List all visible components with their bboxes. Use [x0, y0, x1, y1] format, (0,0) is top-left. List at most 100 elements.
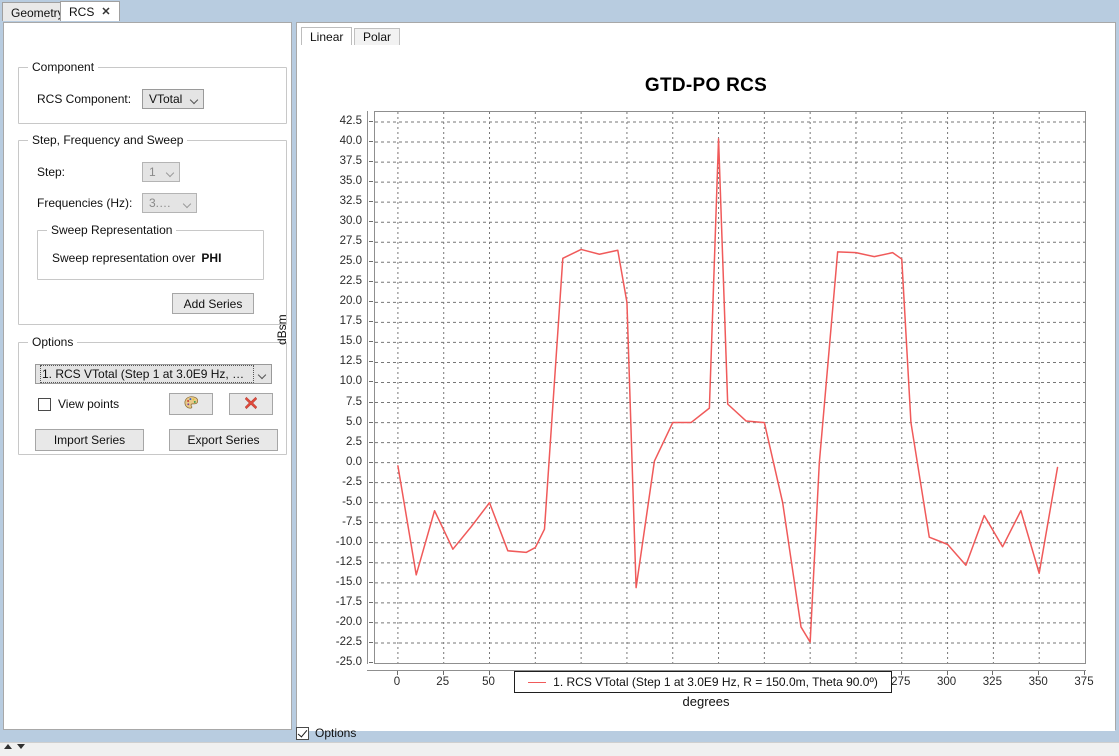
add-series-label: Add Series	[183, 296, 243, 311]
y-axis-tick-mark	[369, 341, 373, 343]
scroll-up-icon[interactable]	[4, 744, 12, 749]
y-axis-tick-mark	[369, 141, 373, 143]
chevron-down-icon	[183, 199, 192, 208]
scroll-down-icon[interactable]	[17, 744, 25, 749]
y-axis-tick-label: -2.5	[342, 475, 362, 488]
export-series-button[interactable]: Export Series	[169, 429, 278, 451]
y-axis-tick-label: 35.0	[339, 175, 362, 188]
tab-geometry-label: Geometry	[11, 5, 64, 20]
y-axis-tick-mark	[369, 641, 373, 643]
y-axis-tick-label: 25.0	[339, 255, 362, 268]
horizontal-scrollbar[interactable]	[0, 742, 1119, 756]
settings-panel: Component RCS Component: VTotal Step, Fr…	[3, 22, 292, 730]
close-icon[interactable]: ✕	[101, 5, 111, 18]
chevron-down-icon	[190, 95, 199, 104]
series-color-button[interactable]	[169, 393, 213, 415]
step-group-title: Step, Frequency and Sweep	[28, 133, 188, 147]
y-axis-tick-mark	[369, 361, 373, 363]
tab-polar[interactable]: Polar	[354, 28, 401, 45]
add-series-button[interactable]: Add Series	[172, 293, 254, 314]
sweep-representation-variable: PHI	[201, 251, 222, 265]
x-axis-tick-mark	[442, 671, 444, 675]
bottom-options-bar[interactable]: Options	[296, 722, 1116, 744]
y-axis-tick-label: 27.5	[339, 235, 362, 248]
delete-x-icon	[244, 396, 258, 412]
y-axis-tick-mark	[369, 662, 373, 663]
x-axis-label: degrees	[682, 694, 730, 709]
y-axis-tick-mark	[369, 421, 373, 423]
y-axis-tick-mark	[369, 581, 373, 583]
y-axis-tick-label: -10.0	[335, 535, 362, 548]
y-axis-tick-mark	[369, 461, 373, 463]
y-axis-tick-label: 32.5	[339, 195, 362, 208]
y-axis-tick-label: 15.0	[339, 335, 362, 348]
x-axis-tick-mark	[900, 671, 902, 675]
scroll-arrows[interactable]	[4, 744, 25, 749]
step-select[interactable]: 1	[142, 162, 180, 182]
y-axis-label: dBsm	[275, 314, 289, 345]
component-group-title: Component	[28, 60, 99, 74]
component-group: Component RCS Component: VTotal	[18, 60, 287, 124]
y-axis-tick-mark	[369, 561, 373, 563]
step-frequency-sweep-group: Step, Frequency and Sweep Step: 1 Freque…	[18, 133, 287, 325]
x-axis-tick-label: 0	[393, 676, 401, 688]
step-label: Step:	[37, 165, 66, 179]
legend-line-swatch	[528, 681, 547, 683]
y-axis-tick-label: -7.5	[342, 515, 362, 528]
import-series-button[interactable]: Import Series	[35, 429, 144, 451]
x-axis-tick-mark	[946, 671, 948, 675]
series-select[interactable]: 1. RCS VTotal (Step 1 at 3.0E9 Hz, R = 1…	[35, 364, 272, 384]
rcs-component-select[interactable]: VTotal	[142, 89, 204, 109]
delete-series-button[interactable]	[229, 393, 273, 415]
y-axis-tick-label: 22.5	[339, 275, 362, 288]
y-axis-tick-mark	[369, 621, 373, 623]
frequencies-select[interactable]: 3.0E9	[142, 193, 197, 213]
y-axis-tick-label: -5.0	[342, 495, 362, 508]
chart-tab-strip: Linear Polar	[297, 23, 1115, 46]
x-axis-tick-label: 50	[482, 676, 495, 688]
tab-rcs-label: RCS	[69, 5, 95, 19]
y-axis-tick-label: -17.5	[335, 595, 362, 608]
y-axis-tick-label: -22.5	[335, 635, 362, 648]
y-axis-tick-mark	[369, 441, 373, 443]
y-axis-tick-mark	[369, 281, 373, 283]
y-axis-tick-mark	[369, 481, 373, 483]
tab-linear[interactable]: Linear	[301, 27, 353, 46]
y-axis-tick-mark	[369, 201, 373, 203]
bottom-options-label: Options	[315, 726, 357, 740]
y-axis-tick-label: 37.5	[339, 155, 362, 168]
bottom-options-checkbox[interactable]	[296, 726, 309, 740]
view-points-label: View points	[58, 397, 120, 411]
sweep-representation-group: Sweep Representation Sweep representatio…	[37, 223, 264, 280]
frequencies-value: 3.0E9	[149, 196, 177, 210]
options-group-title: Options	[28, 335, 78, 349]
options-group: Options 1. RCS VTotal (Step 1 at 3.0E9 H…	[18, 335, 287, 455]
y-axis-tick-label: -25.0	[335, 656, 362, 668]
tab-geometry[interactable]: Geometry	[2, 2, 73, 22]
main-content: Component RCS Component: VTotal Step, Fr…	[0, 21, 1119, 733]
tab-linear-label: Linear	[310, 30, 344, 44]
y-axis-tick-mark	[369, 221, 373, 223]
plot-area	[374, 111, 1086, 664]
x-axis-tick-mark	[488, 671, 490, 675]
y-axis-tick-label: 17.5	[339, 315, 362, 328]
tab-rcs[interactable]: RCS ✕	[60, 1, 120, 22]
y-axis-tick-mark	[369, 501, 373, 503]
linear-chart: GTD-PO RCS dBsm degrees 0255075100125150…	[275, 45, 1115, 731]
y-axis-line	[367, 111, 368, 664]
y-axis-tick-label: -15.0	[335, 575, 362, 588]
x-axis-tick-label: 325	[982, 676, 1002, 688]
y-axis-tick-mark	[369, 121, 373, 123]
chart-legend: 1. RCS VTotal (Step 1 at 3.0E9 Hz, R = 1…	[514, 671, 892, 693]
chevron-down-icon	[258, 370, 267, 379]
import-series-label: Import Series	[53, 433, 126, 447]
y-axis-tick-label: 20.0	[339, 295, 362, 308]
view-points-checkbox-row[interactable]: View points	[38, 397, 119, 411]
view-points-checkbox[interactable]	[38, 397, 51, 411]
legend-series-name: 1. RCS VTotal (Step 1 at 3.0E9 Hz, R = 1…	[553, 675, 878, 689]
x-axis-tick-label: 275	[891, 676, 911, 688]
y-axis-tick-label: -20.0	[335, 615, 362, 628]
y-axis-tick-label: 12.5	[339, 355, 362, 368]
x-axis-line	[367, 670, 1086, 671]
